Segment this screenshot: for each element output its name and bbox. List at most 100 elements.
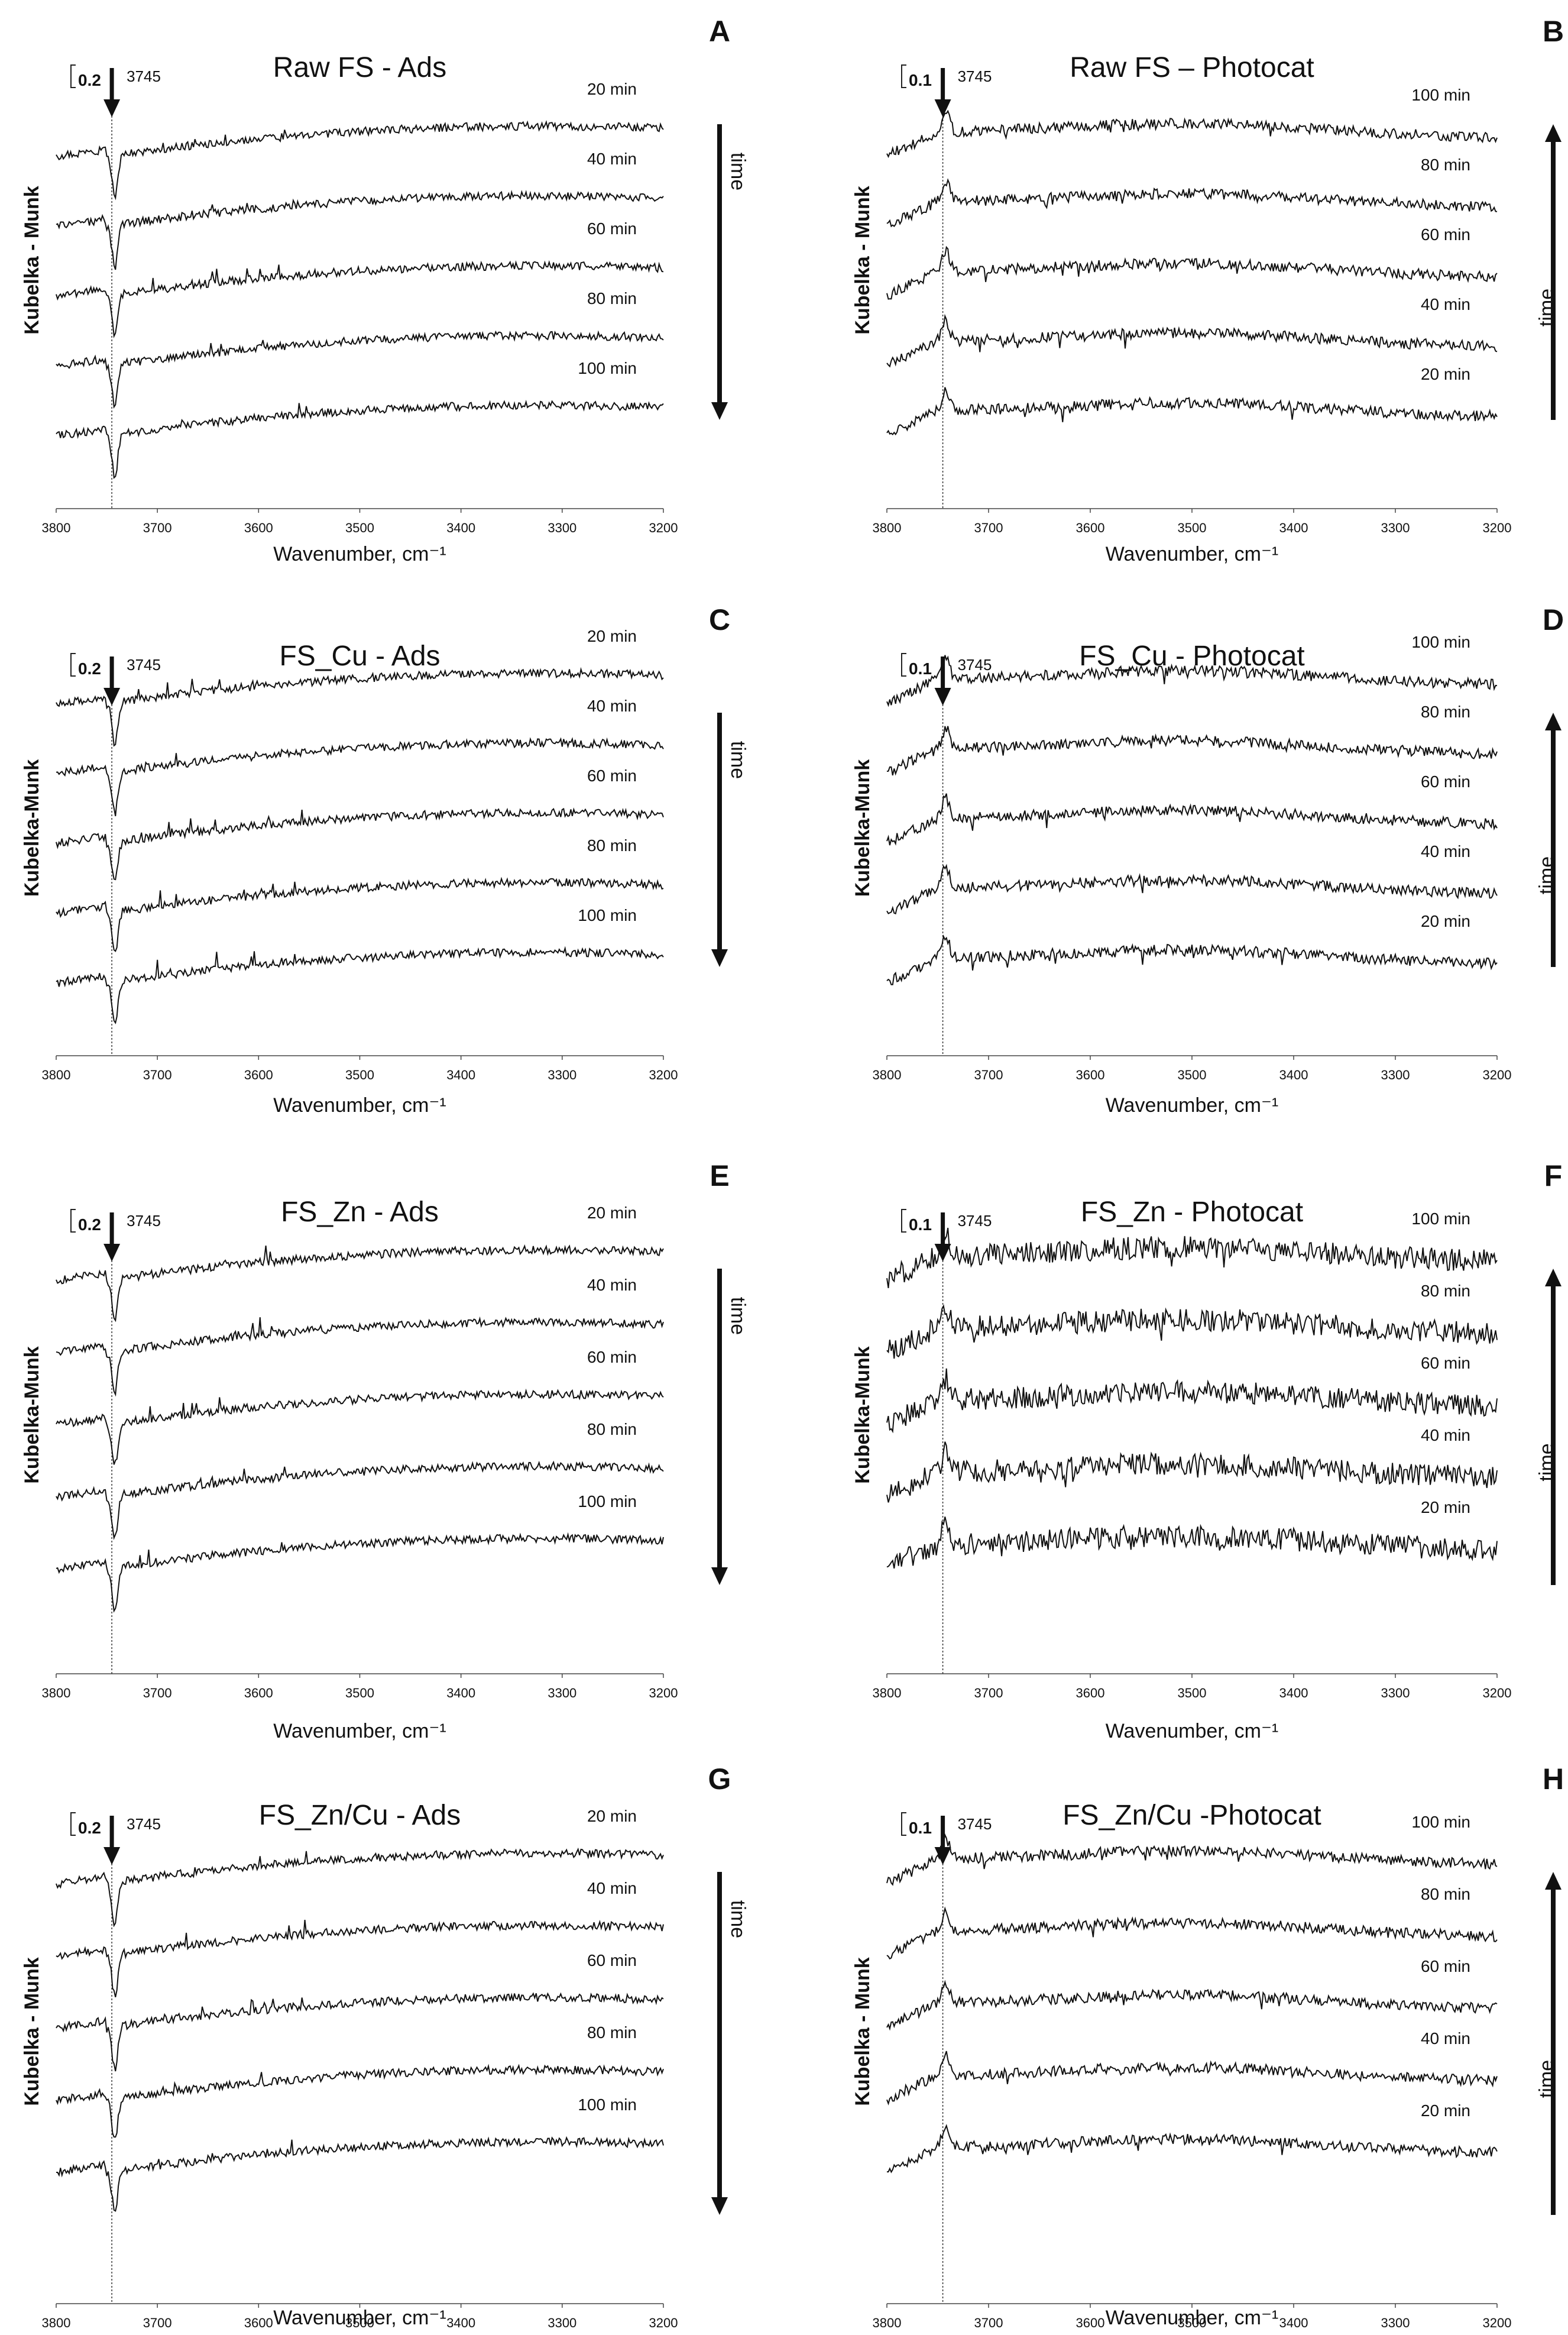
x-tick-label: 3800 <box>873 520 902 535</box>
x-tick-label: 3800 <box>873 1068 902 1082</box>
x-tick-label: 3300 <box>1381 520 1410 535</box>
series-time-label: 60 min <box>1421 1354 1470 1372</box>
panel-title: FS_Zn/Cu -Photocat <box>1062 1800 1321 1831</box>
series-time-label: 40 min <box>1421 1426 1470 1444</box>
scale-bar <box>70 653 76 677</box>
series-time-label: 40 min <box>1421 2029 1470 2048</box>
x-tick-label: 3400 <box>1279 520 1308 535</box>
y-axis-label: Kubelka - Munk <box>21 1957 43 2106</box>
x-tick-label: 3600 <box>1076 1068 1105 1082</box>
peak-arrow-head <box>103 1244 121 1262</box>
time-arrow-head <box>1545 124 1561 142</box>
scale-bar-label: 0.2 <box>78 1215 101 1234</box>
time-arrow-head <box>711 1567 728 1585</box>
time-arrow-head <box>711 949 728 967</box>
x-tick-label: 3700 <box>974 520 1003 535</box>
series-time-label: 100 min <box>1411 1209 1470 1228</box>
panel-title: FS_Zn/Cu - Ads <box>259 1800 461 1831</box>
x-tick-label: 3800 <box>42 520 71 535</box>
x-tick-label: 3400 <box>446 2315 475 2330</box>
series-time-label: 20 min <box>587 1807 637 1825</box>
x-tick-label: 3500 <box>345 1686 374 1700</box>
time-arrow-label: time <box>727 741 749 779</box>
time-arrow-head <box>1545 713 1561 730</box>
x-tick-label: 3300 <box>547 1068 576 1082</box>
x-tick-label: 3400 <box>446 1686 475 1700</box>
x-tick-label: 3700 <box>974 2315 1003 2330</box>
series-time-label: 100 min <box>578 2095 637 2114</box>
peak-arrow-head <box>103 1847 121 1865</box>
spectrum-line <box>56 1460 664 1540</box>
panel-title: Raw FS - Ads <box>273 52 446 83</box>
x-tick-label: 3500 <box>1178 1686 1207 1700</box>
series-time-label: 60 min <box>587 767 637 785</box>
series-time-label: 100 min <box>578 359 637 377</box>
time-arrow-label: time <box>1535 289 1558 326</box>
spectrum-line <box>886 245 1498 300</box>
peak-label: 3745 <box>958 656 992 674</box>
spectrum-line <box>886 109 1498 159</box>
y-axis-label: Kubelka-Munk <box>21 759 43 897</box>
spectrum-line <box>886 1227 1498 1289</box>
panel-a: 3800 3700 3600 3500 3400 3300 3200 Wavenumber, … <box>21 15 749 565</box>
x-tick-label: 3800 <box>873 1686 902 1700</box>
spectrum-line <box>886 387 1498 436</box>
spectrum-line <box>56 330 664 409</box>
panel-c: 3800 3700 3600 3500 3400 3300 3200 Wavenumber, … <box>21 603 749 1117</box>
time-arrow-label: time <box>727 153 749 190</box>
spectrum-line <box>886 655 1498 707</box>
panel-f: 3800 3700 3600 3500 3400 3300 3200 Wavenumber, … <box>851 1159 1562 1742</box>
peak-arrow-head <box>934 1244 951 1262</box>
x-tick-label: 3200 <box>1483 1686 1512 1700</box>
series-time-label: 60 min <box>587 1348 637 1366</box>
scale-bar <box>901 1812 906 1836</box>
x-tick-label: 3500 <box>345 2315 374 2330</box>
spectrum-line <box>56 737 664 817</box>
x-tick-label: 3500 <box>1178 2315 1207 2330</box>
panel-title: FS_Zn - Ads <box>281 1196 439 1228</box>
series-time-label: 20 min <box>1421 912 1470 930</box>
series-time-label: 20 min <box>587 1204 637 1222</box>
x-tick-label: 3400 <box>446 1068 475 1082</box>
spectrum-line <box>886 1906 1498 1960</box>
x-tick-label: 3800 <box>42 1068 71 1082</box>
x-tick-label: 3300 <box>1381 2315 1410 2330</box>
scale-bar-label: 0.1 <box>909 659 932 678</box>
series-time-label: 80 min <box>587 289 637 308</box>
x-tick-label: 3500 <box>345 520 374 535</box>
spectrum-line <box>886 1368 1498 1434</box>
time-arrow-label: time <box>1535 2060 1558 2098</box>
x-tick-label: 3600 <box>244 1068 273 1082</box>
scale-bar <box>70 64 76 88</box>
x-tick-label: 3700 <box>143 520 172 535</box>
y-axis-label: Kubelka-Munk <box>851 1346 874 1483</box>
scale-bar <box>70 1812 76 1836</box>
x-tick-label: 3400 <box>1279 1068 1308 1082</box>
y-axis-label: Kubelka - Munk <box>21 186 43 334</box>
time-arrow-label: time <box>1535 1443 1558 1481</box>
scale-bar-label: 0.2 <box>78 659 101 678</box>
spectrum-line <box>887 2124 1498 2174</box>
x-tick-label: 3400 <box>1279 1686 1308 1700</box>
spectrum-line <box>56 2136 664 2212</box>
x-tick-label: 3700 <box>974 1068 1003 1082</box>
spectrum-line <box>886 178 1498 228</box>
series-time-label: 40 min <box>1421 295 1470 313</box>
peak-arrow-head <box>934 1847 951 1865</box>
spectrum-line <box>56 807 664 881</box>
panel-letter: C <box>709 603 730 636</box>
spectrum-line <box>56 399 664 479</box>
time-arrow-label: time <box>727 1900 749 1938</box>
x-tick-label: 3500 <box>345 1068 374 1082</box>
series-time-label: 80 min <box>587 2023 637 2042</box>
series-time-label: 80 min <box>587 1420 637 1438</box>
spectrum-line <box>56 667 664 747</box>
scale-bar-label: 0.2 <box>78 1819 101 1837</box>
x-tick-label: 3700 <box>143 1068 172 1082</box>
peak-label: 3745 <box>127 656 161 674</box>
spectrum-line <box>56 1847 664 1927</box>
x-tick-label: 3500 <box>1178 520 1207 535</box>
x-tick-label: 3500 <box>1178 1068 1207 1082</box>
series-time-label: 80 min <box>1421 156 1470 174</box>
